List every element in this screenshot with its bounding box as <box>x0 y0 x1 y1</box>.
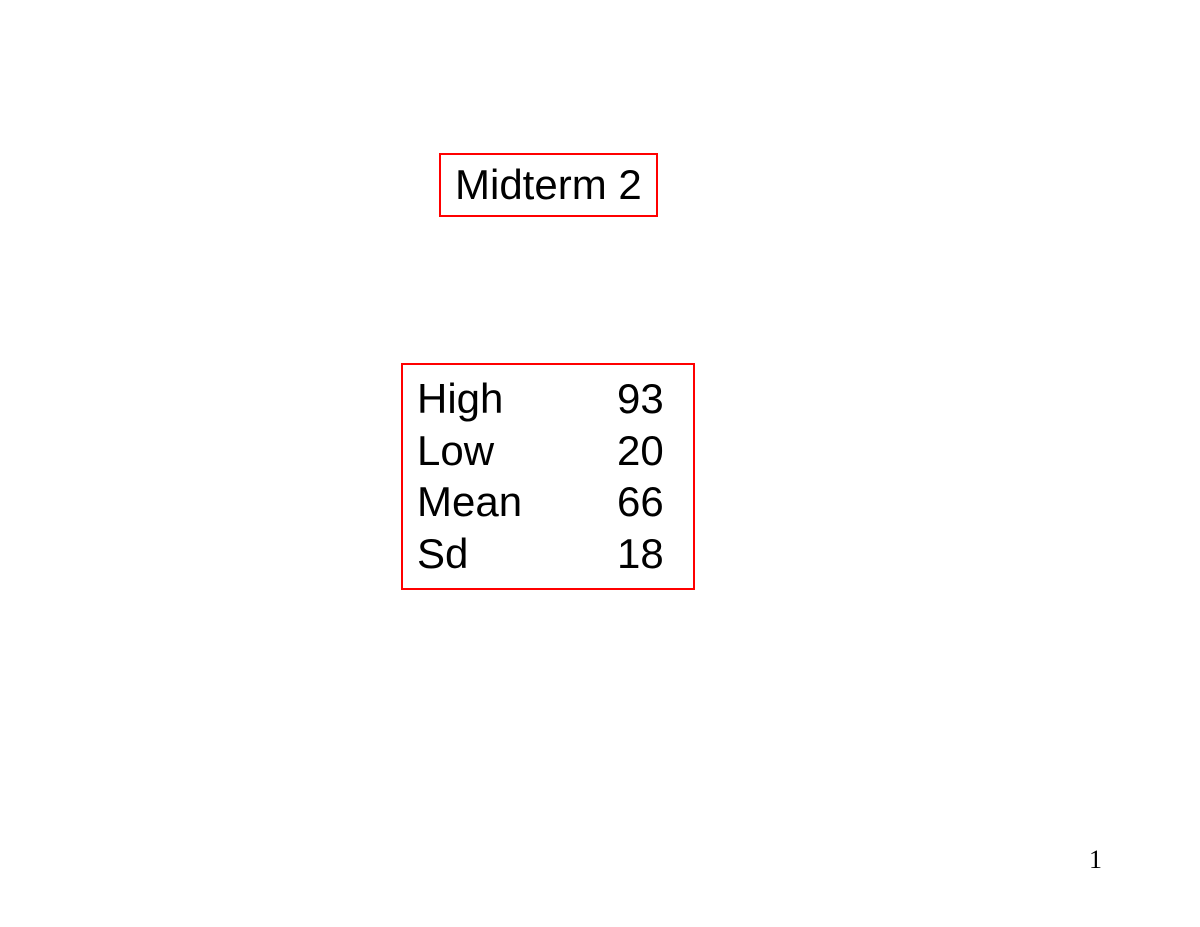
table-row: Sd 18 <box>417 528 677 580</box>
page-number: 1 <box>1089 845 1102 875</box>
stats-box: High 93 Low 20 Mean 66 Sd 18 <box>401 363 695 590</box>
stat-label-sd: Sd <box>417 528 617 580</box>
table-row: High 93 <box>417 373 677 425</box>
stat-value-high: 93 <box>617 373 677 425</box>
title-text: Midterm 2 <box>455 161 642 208</box>
stat-value-sd: 18 <box>617 528 677 580</box>
stat-label-mean: Mean <box>417 476 617 528</box>
stat-label-high: High <box>417 373 617 425</box>
title-box: Midterm 2 <box>439 153 658 217</box>
stat-value-mean: 66 <box>617 476 677 528</box>
stat-value-low: 20 <box>617 425 677 477</box>
table-row: Mean 66 <box>417 476 677 528</box>
table-row: Low 20 <box>417 425 677 477</box>
stat-label-low: Low <box>417 425 617 477</box>
